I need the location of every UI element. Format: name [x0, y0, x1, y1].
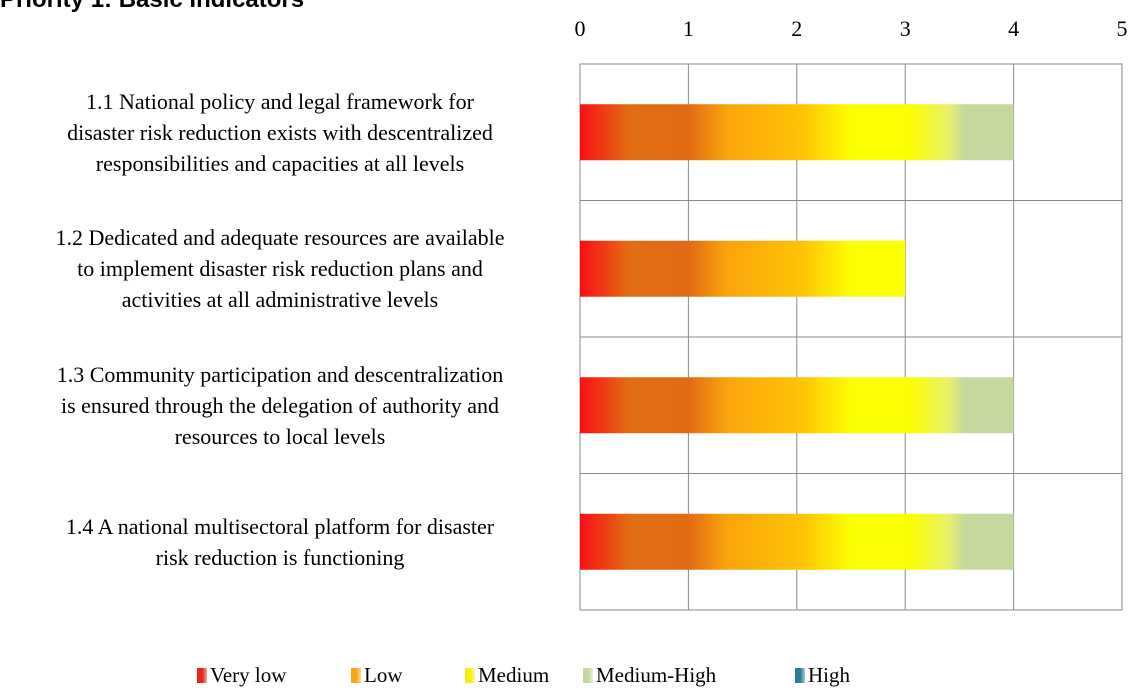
legend-item: Low [351, 663, 403, 688]
chart-title: Priority 1: Basic Indicators [0, 0, 304, 14]
x-tick-label: 1 [683, 16, 694, 41]
category-label: 1.4 A national multisectoral platform fo… [0, 511, 560, 573]
category-label-line: risk reduction is functioning [155, 544, 405, 570]
legend-label: Low [364, 663, 403, 687]
category-label-line: disaster risk reduction exists with desc… [67, 119, 493, 145]
category-label-line: 1.2 Dedicated and adequate resources are… [55, 225, 505, 251]
bar [580, 513, 1014, 570]
category-label-line: to implement disaster risk reduction pla… [77, 256, 483, 282]
legend-label: Medium [478, 663, 550, 687]
legend-swatch [795, 668, 805, 683]
legend-label: Medium-High [596, 663, 717, 687]
legend-swatch [351, 668, 361, 683]
legend-item: Very low [197, 663, 286, 688]
category-label-line: 1.3 Community participation and descentr… [56, 361, 504, 387]
legend-item: High [795, 663, 850, 688]
category-label-line: 1.1 National policy and legal framework … [86, 88, 474, 114]
x-tick-label: 4 [1008, 16, 1019, 41]
legend-item: Medium [465, 663, 549, 688]
legend-swatch [465, 668, 475, 683]
category-label: 1.1 National policy and legal framework … [0, 86, 560, 179]
category-label-line: 1.4 A national multisectoral platform fo… [65, 513, 495, 539]
category-label-line: responsibilities and capacities at all l… [95, 150, 465, 176]
category-label-line: is ensured through the delegation of aut… [60, 392, 500, 418]
bar-chart: 0 1 2 3 4 5 [575, 16, 1128, 611]
legend-swatch [583, 668, 593, 683]
legend-label: Very low [210, 663, 287, 687]
x-tick-label: 2 [791, 16, 802, 41]
bar [580, 240, 906, 297]
x-tick-label: 0 [575, 16, 586, 41]
legend: Very low Low Medium Medium-High High [0, 663, 1129, 691]
category-label-line: resources to local levels [174, 423, 386, 449]
legend-item: Medium-High [583, 663, 716, 688]
category-label-line: activities at all administrative levels [121, 287, 439, 313]
legend-swatch [197, 668, 207, 683]
category-label: 1.3 Community participation and descentr… [0, 359, 560, 452]
x-tick-label: 5 [1117, 16, 1128, 41]
bar [580, 104, 1014, 161]
bar [580, 377, 1014, 434]
category-label: 1.2 Dedicated and adequate resources are… [0, 222, 560, 315]
legend-label: High [808, 663, 850, 687]
x-tick-label: 3 [900, 16, 911, 41]
